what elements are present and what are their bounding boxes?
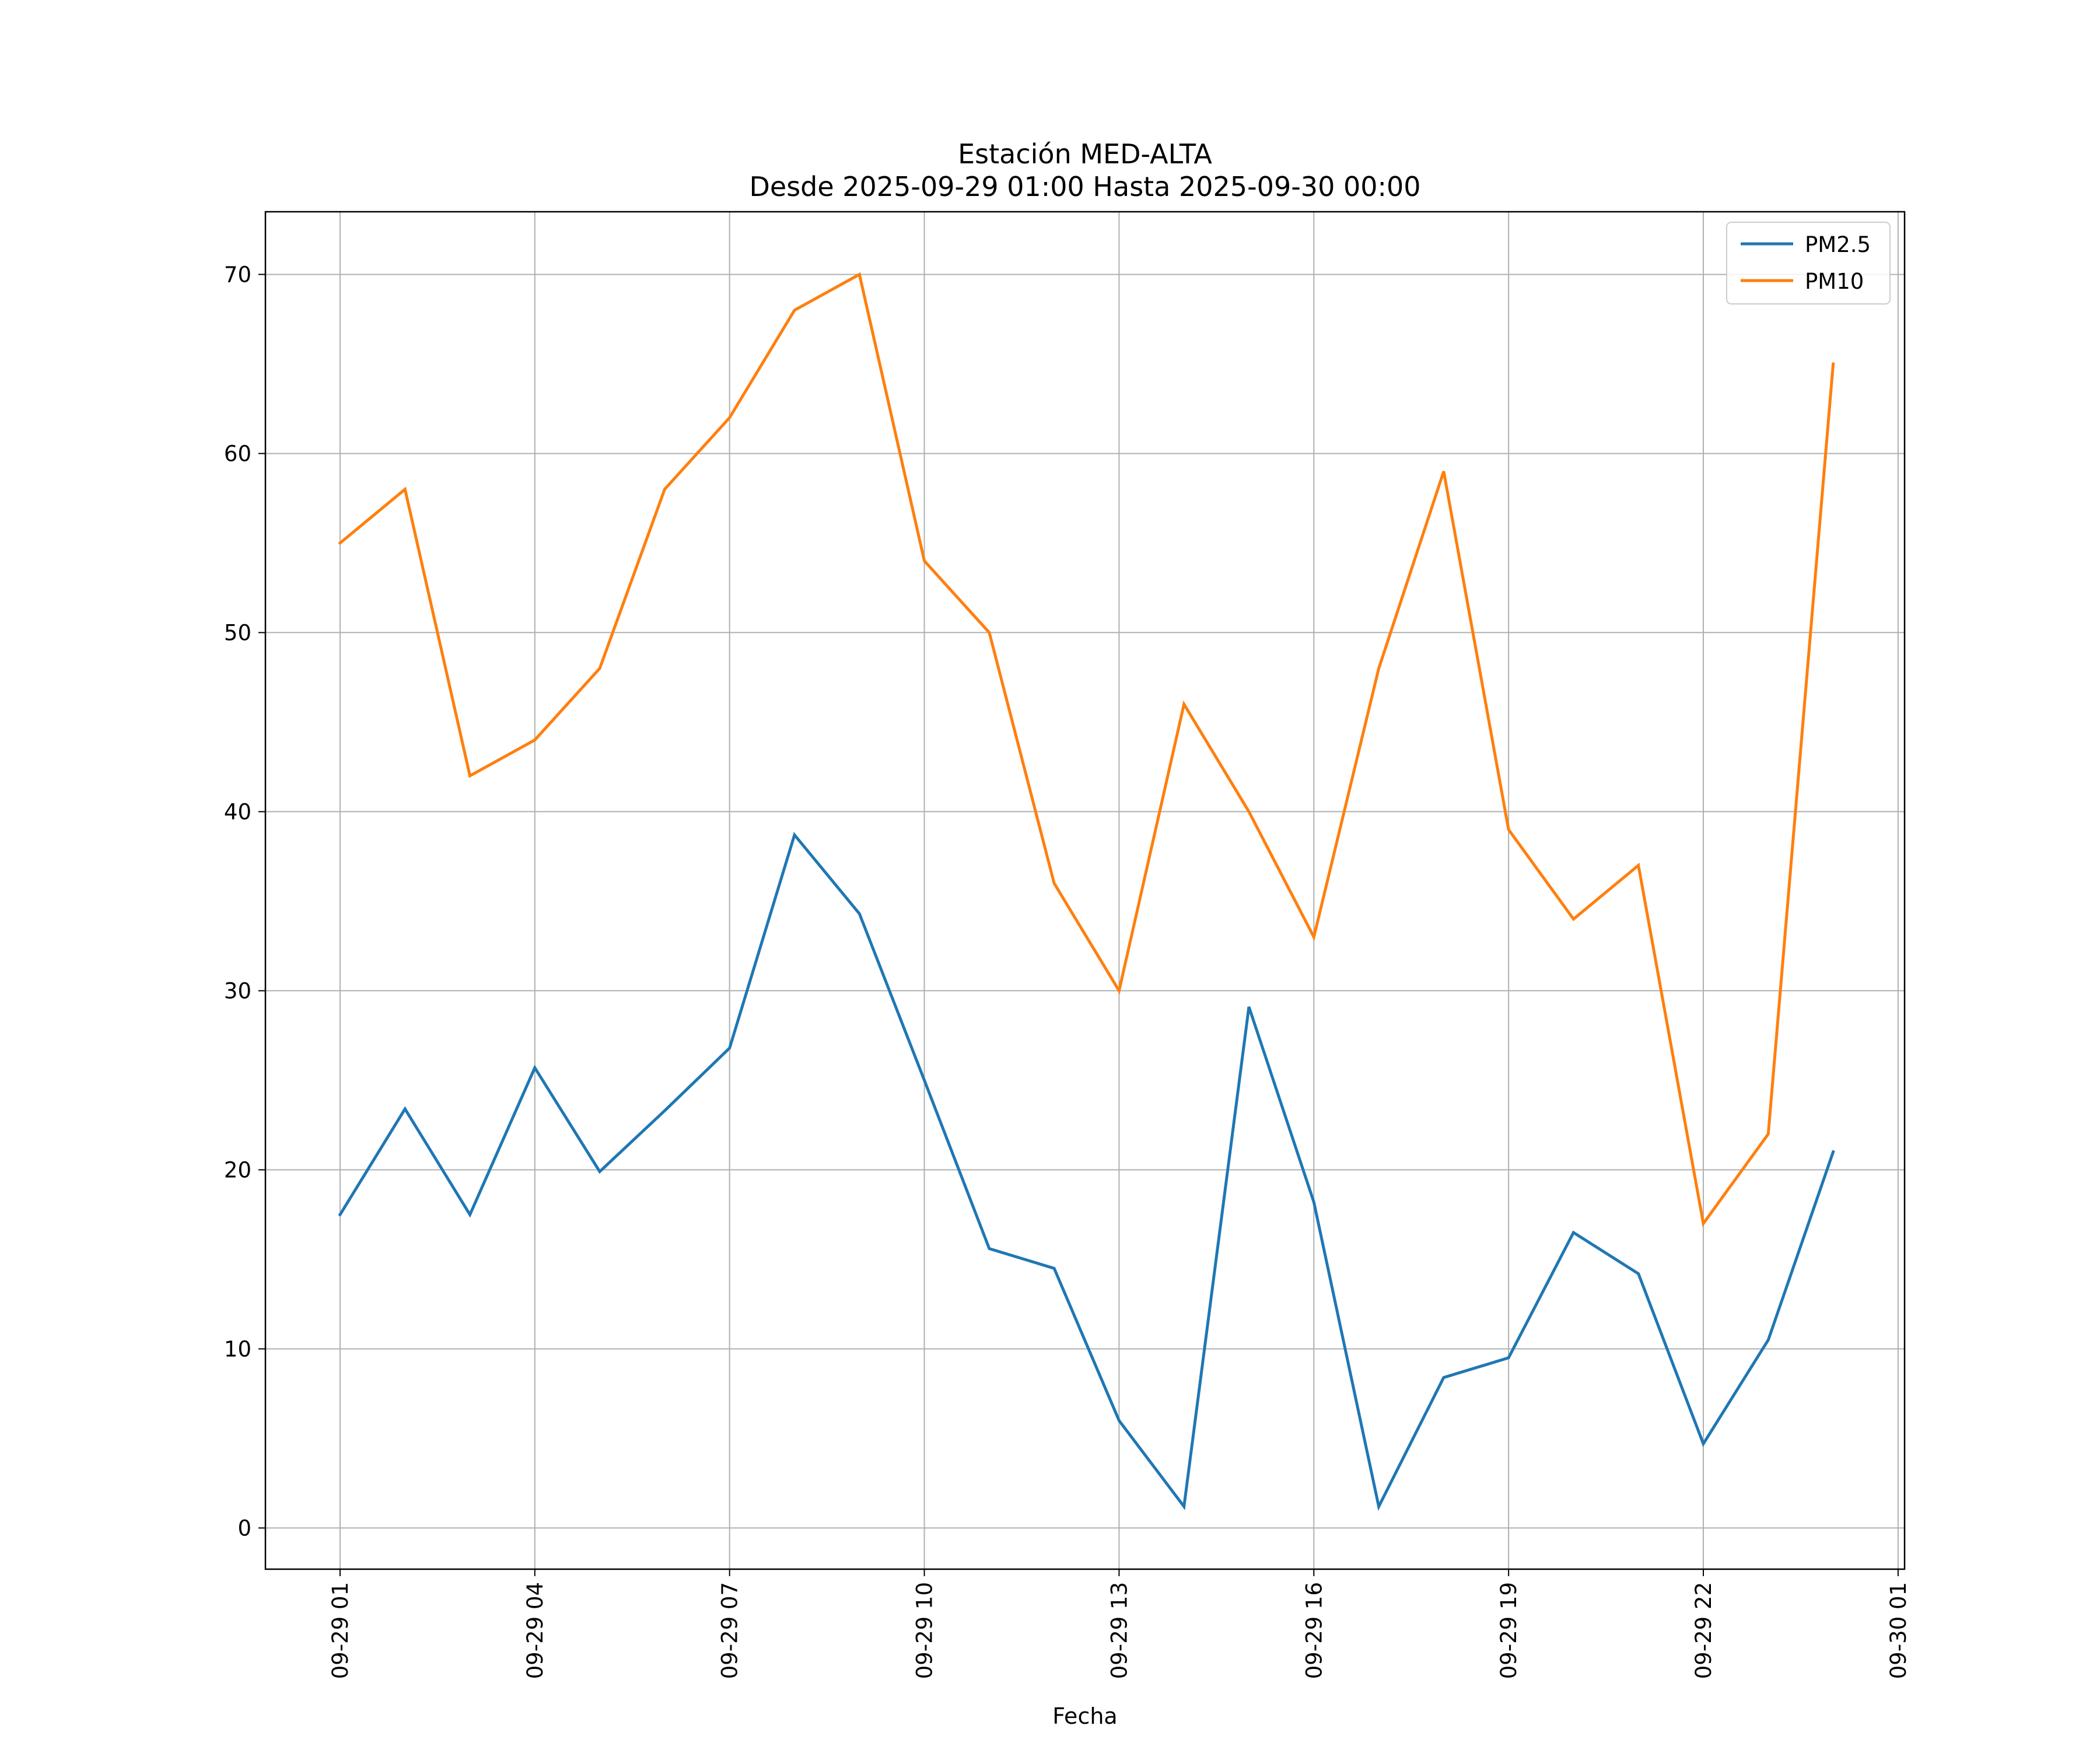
x-axis: 09-29 01 09-29 04 09-29 07 09-29 10 09-29 13… bbox=[328, 1569, 1911, 1679]
x-tick-label: 09-29 07 bbox=[718, 1582, 743, 1679]
x-tick-label: 09-29 10 bbox=[912, 1582, 937, 1679]
x-tick-label: 09-30 01 bbox=[1886, 1582, 1911, 1679]
y-tick-label: 10 bbox=[224, 1336, 251, 1362]
y-tick-label: 30 bbox=[224, 978, 251, 1003]
x-tick-label: 09-29 01 bbox=[328, 1582, 353, 1679]
x-tick-label: 09-29 04 bbox=[523, 1582, 548, 1679]
plot-frame bbox=[264, 211, 1906, 1570]
y-axis: 0 10 20 30 40 50 60 70 bbox=[224, 262, 265, 1541]
y-tick-label: 50 bbox=[224, 620, 251, 645]
y-tick-label: 0 bbox=[237, 1516, 251, 1541]
grid bbox=[265, 212, 1905, 1569]
x-tick-label: 09-29 22 bbox=[1691, 1582, 1716, 1679]
y-tick-label: 20 bbox=[224, 1157, 251, 1182]
y-tick-label: 70 bbox=[224, 262, 251, 287]
legend-label-pm25: PM2.5 bbox=[1805, 232, 1871, 257]
chart-title: Estación MED-ALTA bbox=[958, 138, 1212, 170]
y-tick-label: 40 bbox=[224, 799, 251, 824]
series-layer bbox=[338, 272, 1835, 1511]
x-tick-label: 09-29 13 bbox=[1107, 1582, 1132, 1679]
x-tick-label: 09-29 16 bbox=[1301, 1582, 1326, 1679]
series-line-pm25 bbox=[338, 832, 1835, 1511]
y-tick-label: 60 bbox=[224, 441, 251, 466]
legend: PM2.5 PM10 bbox=[1726, 222, 1891, 304]
series-line-pm10 bbox=[338, 272, 1835, 1227]
x-tick-label: 09-29 19 bbox=[1496, 1582, 1521, 1679]
x-axis-label: Fecha bbox=[1052, 1703, 1117, 1729]
legend-label-pm10: PM10 bbox=[1805, 269, 1864, 294]
chart-subtitle: Desde 2025-09-29 01:00 Hasta 2025-09-30 … bbox=[749, 171, 1420, 202]
